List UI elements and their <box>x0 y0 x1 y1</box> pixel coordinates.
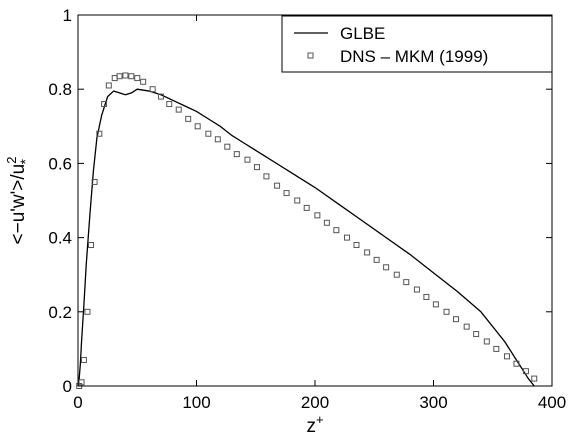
data-point-dns <box>101 101 108 108</box>
data-point-dns <box>493 345 500 352</box>
data-point-dns <box>333 227 340 234</box>
x-tick-label: 100 <box>182 393 210 412</box>
data-point-dns <box>166 101 173 108</box>
legend: GLBE DNS – MKM (1999) <box>281 15 553 73</box>
data-point-dns <box>274 182 281 189</box>
y-tick-label: 0 <box>63 377 72 396</box>
data-point-dns <box>78 379 85 386</box>
legend-label-glbe: GLBE <box>340 24 385 43</box>
data-point-dns <box>383 264 390 271</box>
data-point-dns <box>353 242 360 249</box>
x-axis-label: z+ <box>306 412 323 437</box>
data-point-dns <box>105 82 112 89</box>
data-point-dns <box>443 308 450 315</box>
data-point-dns <box>214 136 221 143</box>
data-point-dns <box>373 256 380 263</box>
data-point-dns <box>483 338 490 345</box>
y-axis-label-sub: * <box>17 159 33 165</box>
y-tick-label: 1 <box>63 6 72 25</box>
data-point-dns <box>134 75 141 82</box>
data-point-dns <box>88 242 95 249</box>
data-point-dns <box>503 353 510 360</box>
legend-box <box>281 15 553 73</box>
data-point-dns <box>473 331 480 338</box>
y-axis-label: <−u'w'>/u2* <box>4 157 33 245</box>
data-point-dns <box>224 143 231 150</box>
data-point-dns <box>157 93 164 100</box>
data-point-dns <box>294 197 301 204</box>
data-point-dns <box>263 173 270 180</box>
data-point-dns <box>91 178 98 185</box>
data-point-dns <box>403 279 410 286</box>
plot-marks <box>76 72 538 389</box>
y-axis-ticks: 0 0.2 0.4 0.6 0.8 1 <box>48 6 552 396</box>
data-point-dns <box>303 204 310 211</box>
data-point-dns <box>128 73 135 80</box>
legend-label-dns: DNS – MKM (1999) <box>340 47 488 66</box>
legend-marker-sample <box>307 52 314 59</box>
data-point-dns <box>149 86 156 93</box>
data-point-dns <box>522 368 529 375</box>
series-line-glbe <box>77 88 535 387</box>
data-point-dns <box>194 123 201 130</box>
data-point-dns <box>343 234 350 241</box>
y-tick-label: 0.2 <box>48 303 72 322</box>
data-point-dns <box>205 130 212 137</box>
y-axis-label-main: <−u'w'>/u <box>8 164 29 245</box>
data-point-dns <box>413 286 420 293</box>
data-point-dns <box>423 293 430 300</box>
data-point-dns <box>233 151 240 158</box>
data-point-dns <box>283 190 290 197</box>
x-tick-label: 0 <box>73 393 82 412</box>
data-point-dns <box>513 360 520 367</box>
data-point-dns <box>453 316 460 323</box>
data-point-dns <box>116 73 123 80</box>
data-point-dns <box>463 323 470 330</box>
data-point-dns <box>175 106 182 113</box>
data-point-dns <box>244 156 251 163</box>
data-point-dns <box>314 212 321 219</box>
y-tick-label: 0.8 <box>48 80 72 99</box>
data-point-dns <box>323 219 330 226</box>
y-tick-label: 0.4 <box>48 229 72 248</box>
x-axis-ticks: 0 100 200 300 400 <box>73 15 566 412</box>
x-axis-label-sup: + <box>316 412 324 427</box>
x-axis-label-base: z <box>306 416 316 437</box>
x-tick-label: 200 <box>301 393 329 412</box>
data-point-dns <box>432 301 439 308</box>
data-point-dns <box>364 249 371 256</box>
data-point-dns <box>393 271 400 278</box>
data-point-dns <box>84 308 91 315</box>
x-tick-label: 400 <box>538 393 566 412</box>
x-tick-label: 300 <box>419 393 447 412</box>
data-point-dns <box>80 357 87 364</box>
data-point-dns <box>531 375 538 382</box>
data-point-dns <box>140 78 147 85</box>
data-point-dns <box>185 115 192 122</box>
y-axis-label-sup: 2 <box>4 157 19 164</box>
data-point-dns <box>253 164 260 171</box>
data-point-dns <box>96 130 103 137</box>
data-point-dns <box>122 72 129 79</box>
y-tick-label: 0.6 <box>48 154 72 173</box>
